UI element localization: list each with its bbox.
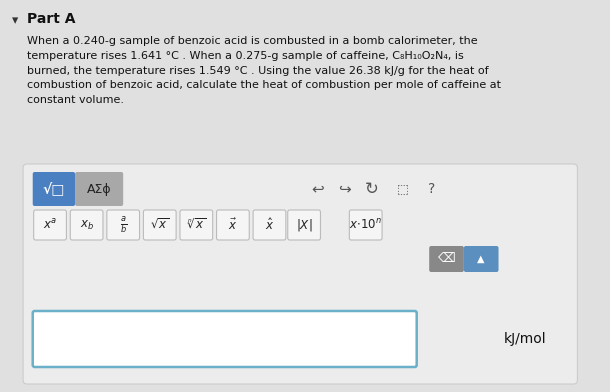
FancyBboxPatch shape: [23, 164, 578, 384]
Text: $x_{b}$: $x_{b}$: [79, 218, 94, 232]
Text: ▾: ▾: [12, 14, 18, 27]
FancyBboxPatch shape: [464, 246, 498, 272]
Text: ΑΣϕ: ΑΣϕ: [87, 183, 112, 196]
Text: $\hat{x}$: $\hat{x}$: [265, 217, 274, 233]
Text: kJ/mol: kJ/mol: [504, 332, 547, 346]
Text: $\sqrt[n]{x}$: $\sqrt[n]{x}$: [187, 218, 206, 232]
FancyBboxPatch shape: [253, 210, 286, 240]
Text: $\frac{a}{b}$: $\frac{a}{b}$: [120, 215, 127, 235]
Text: $x{\cdot}10^{n}$: $x{\cdot}10^{n}$: [350, 218, 382, 232]
Text: ⌫: ⌫: [438, 252, 455, 265]
Text: ↩: ↩: [311, 181, 324, 196]
Text: $\vec{x}$: $\vec{x}$: [228, 218, 237, 232]
FancyBboxPatch shape: [33, 172, 75, 206]
FancyBboxPatch shape: [143, 210, 176, 240]
Text: √□: √□: [43, 182, 65, 196]
Text: When a 0.240-g sample of benzoic acid is combusted in a bomb calorimeter, the
te: When a 0.240-g sample of benzoic acid is…: [27, 36, 501, 105]
Text: $\sqrt{x}$: $\sqrt{x}$: [150, 218, 170, 232]
FancyBboxPatch shape: [34, 210, 66, 240]
FancyBboxPatch shape: [288, 210, 320, 240]
Text: ⬚: ⬚: [396, 183, 408, 196]
Text: Part A: Part A: [27, 12, 76, 26]
FancyBboxPatch shape: [75, 172, 123, 206]
Text: ↻: ↻: [365, 180, 378, 198]
FancyBboxPatch shape: [350, 210, 382, 240]
FancyBboxPatch shape: [217, 210, 249, 240]
FancyBboxPatch shape: [180, 210, 213, 240]
Text: ▲: ▲: [478, 254, 485, 264]
FancyBboxPatch shape: [429, 246, 464, 272]
FancyBboxPatch shape: [33, 311, 417, 367]
FancyBboxPatch shape: [107, 210, 140, 240]
Text: ?: ?: [428, 182, 435, 196]
Text: ↪: ↪: [338, 181, 351, 196]
Text: $x^{a}$: $x^{a}$: [43, 218, 57, 232]
FancyBboxPatch shape: [70, 210, 103, 240]
Text: $|X|$: $|X|$: [296, 217, 312, 233]
